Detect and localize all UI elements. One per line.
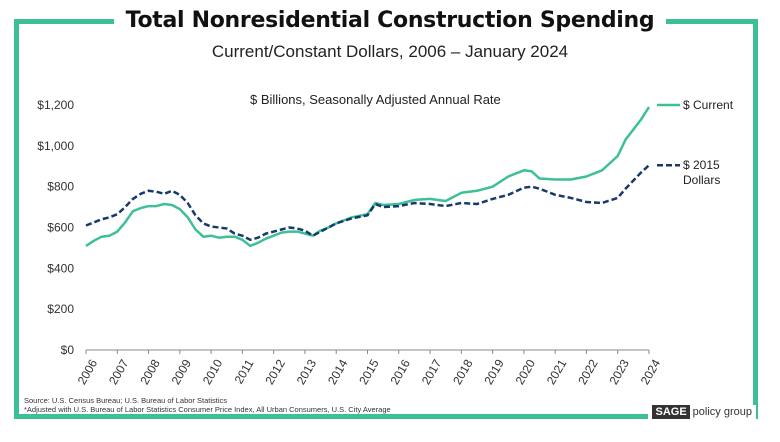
x-tick-label: 2020 — [513, 357, 539, 387]
x-tick-label: 2009 — [169, 357, 195, 387]
sage-logo: SAGE policy group — [648, 405, 756, 419]
series-current-line — [85, 106, 651, 248]
x-tick-label: 2018 — [450, 357, 476, 387]
x-tick-label: 2006 — [75, 357, 101, 387]
y-tick-label: $1,200 — [37, 98, 74, 112]
y-tick-label: $200 — [47, 302, 74, 316]
y-tick-label: $600 — [47, 221, 74, 235]
y-tick-label: $400 — [47, 261, 74, 275]
legend-current-label: $ Current — [683, 98, 734, 112]
x-tick-label: 2007 — [106, 357, 132, 387]
x-tick-label: 2021 — [544, 357, 570, 387]
x-tick-label: 2008 — [137, 357, 163, 387]
x-tick-label: 2011 — [232, 357, 257, 387]
chart-title: Total Nonresidential Construction Spendi… — [113, 8, 667, 33]
source-text: Source: U.S. Census Bureau; U.S. Bureau … — [24, 396, 228, 405]
x-tick-label: 2019 — [481, 357, 507, 387]
y-tick-label: $800 — [47, 180, 74, 194]
x-tick-label: 2015 — [356, 357, 382, 387]
x-tick-label: 2016 — [388, 357, 414, 387]
chart-title-wrap: Total Nonresidential Construction Spendi… — [0, 8, 780, 33]
footnote-text: *Adjusted with U.S. Bureau of Labor Stat… — [24, 405, 391, 414]
x-tick-label: 2013 — [294, 357, 320, 387]
legend-constant-label: $ 2015 Dollars — [683, 158, 720, 187]
x-axis: 2006 2007 2008 2009 2010 2011 2012 2013 2014 2015… — [75, 349, 664, 387]
series-constant-line — [85, 164, 650, 242]
y-tick-label: $0 — [61, 343, 75, 357]
x-tick-label: 2012 — [262, 357, 288, 387]
y-tick-label: $1,000 — [37, 139, 74, 153]
x-tick-label: 2023 — [606, 357, 632, 387]
legend: $ Current $ 2015 Dollars — [657, 98, 734, 187]
x-tick-label: 2024 — [638, 357, 664, 387]
x-tick-label: 2014 — [325, 357, 351, 387]
x-tick-label: 2022 — [575, 357, 601, 387]
logo-policy-group: policy group — [692, 406, 752, 418]
chart-subtitle: Current/Constant Dollars, 2006 – January… — [211, 42, 569, 61]
series-lines — [85, 106, 651, 248]
x-tick-label: 2010 — [200, 357, 226, 387]
logo-sage: SAGE — [652, 405, 690, 419]
chart-annotation: $ Billions, Seasonally Adjusted Annual R… — [250, 92, 501, 107]
y-axis: $0 $200 $400 $600 $800 $1,000 $1,200 — [37, 98, 74, 357]
x-tick-label: 2017 — [419, 357, 445, 387]
source-notes: Source: U.S. Census Bureau; U.S. Bureau … — [24, 396, 391, 414]
